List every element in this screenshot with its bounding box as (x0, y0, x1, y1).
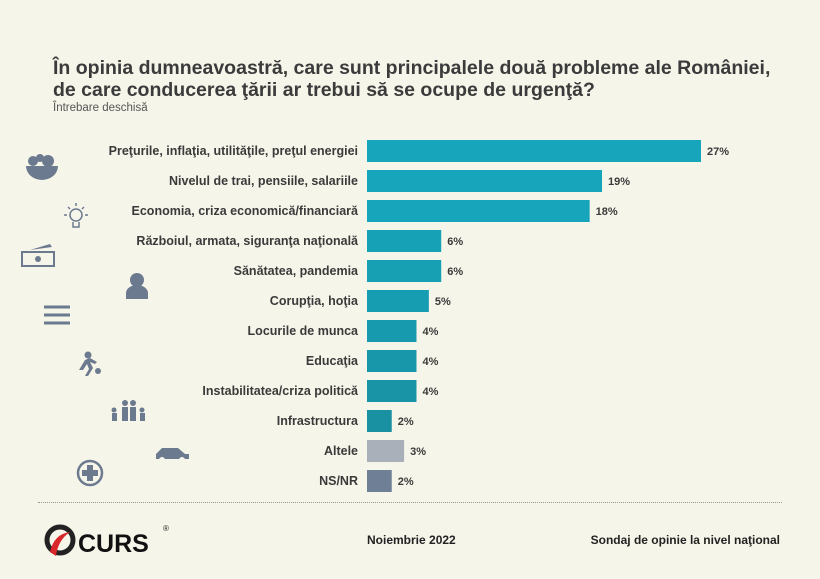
car-icon (156, 448, 189, 463)
value-label: 4% (422, 356, 438, 368)
value-label: 6% (447, 236, 463, 248)
bar (367, 140, 701, 162)
value-label: 5% (435, 296, 451, 308)
bar (367, 470, 392, 492)
bar (367, 230, 442, 252)
lightbulb-icon (64, 203, 88, 228)
bar (367, 170, 603, 192)
money-icon (21, 244, 55, 267)
bar (367, 260, 442, 282)
chart-subtitle: Întrebare deschisă (53, 102, 148, 114)
bar (367, 350, 417, 372)
category-label: Corupţia, hoţia (270, 294, 359, 308)
value-label: 4% (422, 386, 438, 398)
fruit-bowl-icon (26, 154, 58, 180)
bar (367, 200, 590, 222)
category-label: Sănătatea, pandemia (234, 264, 359, 278)
svg-text:CURS: CURS (78, 530, 149, 558)
category-label: Nivelul de trai, pensiile, salariile (169, 174, 358, 188)
category-label: Războiul, armata, siguranţa naţională (136, 234, 359, 248)
soldier-icon (126, 273, 148, 299)
books-icon (44, 305, 70, 325)
bar (367, 320, 417, 342)
category-label: Instabilitatea/criza politică (202, 384, 359, 398)
value-label: 3% (410, 446, 426, 458)
value-label: 18% (596, 206, 618, 218)
bar-chart: Preţurile, inflaţia, utilităţile, preţul… (21, 140, 729, 492)
value-label: 2% (398, 416, 414, 428)
category-label: Preţurile, inflaţia, utilităţile, preţul… (109, 144, 358, 158)
chart-title: În opinia dumneavoastră, care sunt princ… (53, 57, 771, 101)
survey-date: Noiembrie 2022 (367, 533, 456, 547)
medical-cross-icon (76, 459, 104, 487)
category-label: Altele (324, 444, 358, 458)
bar (367, 440, 405, 462)
running-person-icon (79, 351, 101, 376)
value-label: 27% (707, 146, 729, 158)
category-label: NS/NR (319, 474, 358, 488)
category-label: Educaţia (306, 354, 359, 368)
family-icon (111, 400, 145, 421)
category-label: Locurile de munca (248, 324, 359, 338)
value-label: 19% (608, 176, 630, 188)
curs-logo: CURS ® (44, 524, 169, 558)
category-label: Infrastructura (277, 414, 359, 428)
bar (367, 380, 417, 402)
value-label: 6% (447, 266, 463, 278)
svg-text:®: ® (163, 524, 169, 533)
divider (38, 502, 782, 503)
category-label: Economia, criza economică/financiară (132, 204, 360, 218)
bar (367, 290, 429, 312)
value-label: 2% (398, 476, 414, 488)
value-label: 4% (422, 326, 438, 338)
survey-source: Sondaj de opinie la nivel naţional (590, 533, 780, 547)
bar (367, 410, 392, 432)
